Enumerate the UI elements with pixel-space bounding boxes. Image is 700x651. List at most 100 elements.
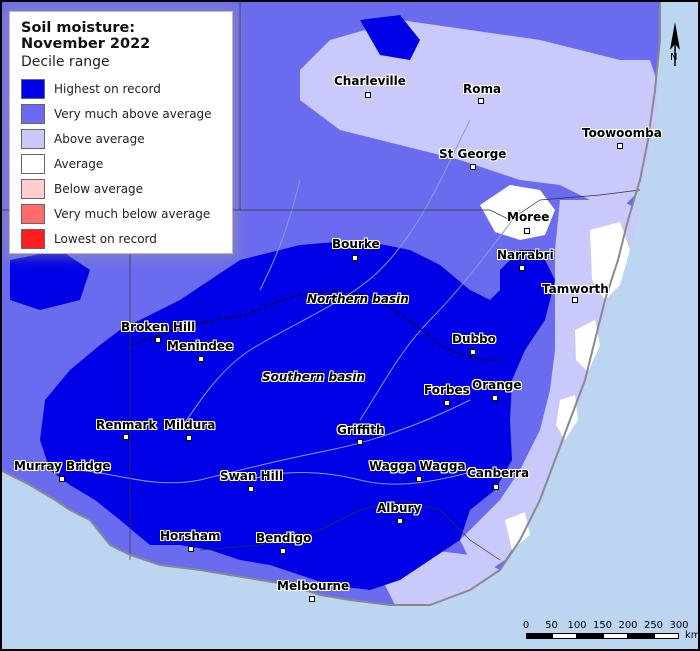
- town-label: Toowoomba: [582, 126, 662, 140]
- town-label: Swan Hill: [220, 469, 283, 483]
- legend-swatch: [21, 103, 45, 124]
- town-dot-icon: [519, 265, 525, 271]
- town-dot-icon: [352, 255, 358, 261]
- legend: Soil moisture: November 2022 Decile rang…: [9, 11, 233, 254]
- legend-swatch: [21, 78, 45, 99]
- town-dot-icon: [198, 356, 204, 362]
- town-dot-icon: [186, 435, 192, 441]
- basin-label: Southern basin: [262, 370, 365, 384]
- map-title: Soil moisture: November 2022: [21, 20, 151, 52]
- land-region-above-east: [460, 200, 640, 570]
- scale-bar: km 0 50 100 150 200 250 300: [520, 620, 700, 644]
- legend-row: Average: [21, 151, 222, 176]
- town-dot-icon: [188, 546, 194, 552]
- scale-unit: km: [685, 630, 700, 641]
- legend-subtitle: Decile range: [21, 54, 110, 70]
- legend-row: Very much above average: [21, 101, 222, 126]
- land-region-average-5: [505, 512, 530, 550]
- basin-label: Northern basin: [307, 292, 409, 306]
- town-dot-icon: [470, 349, 476, 355]
- town-dot-icon: [280, 548, 286, 554]
- town-label: Moree: [507, 210, 550, 224]
- town-dot-icon: [416, 476, 422, 482]
- legend-label: Below average: [54, 181, 144, 196]
- town-label: Griffith: [337, 423, 385, 437]
- legend-row: Lowest on record: [21, 226, 222, 251]
- town-dot-icon: [248, 486, 254, 492]
- scale-segment: [577, 633, 603, 639]
- legend-label: Average: [54, 156, 104, 171]
- town-label: Roma: [463, 82, 502, 96]
- town-label: Wagga Wagga: [369, 459, 466, 473]
- land-region-average-2: [590, 222, 630, 300]
- town-dot-icon: [444, 400, 450, 406]
- town-dot-icon: [123, 434, 129, 440]
- legend-swatch: [21, 128, 45, 149]
- legend-label: Lowest on record: [54, 231, 157, 246]
- coastline: [0, 0, 661, 606]
- scale-segment: [551, 633, 577, 639]
- north-arrow-icon: [670, 22, 680, 66]
- town-dot-icon: [493, 484, 499, 490]
- scale-segment: [653, 633, 679, 639]
- land-region-highest-west: [10, 250, 90, 310]
- town-label: St George: [439, 147, 507, 161]
- scale-tick-label: 100: [567, 620, 587, 631]
- land-region-highest-north: [360, 15, 420, 60]
- scale-tick-label: 250: [643, 620, 664, 631]
- town-label: Tamworth: [542, 282, 609, 296]
- town-label: Broken Hill: [121, 320, 196, 334]
- town-dot-icon: [309, 596, 315, 602]
- town-dot-icon: [572, 297, 578, 303]
- town-label: Albury: [377, 501, 422, 515]
- town-dot-icon: [397, 518, 403, 524]
- legend-row: Highest on record: [21, 76, 222, 101]
- legend-items: Highest on record Very much above average…: [21, 76, 222, 251]
- town-dot-icon: [617, 143, 623, 149]
- state-borders: [0, 0, 641, 561]
- town-dot-icon: [492, 395, 498, 401]
- town-dot-icon: [155, 337, 161, 343]
- legend-swatch: [21, 203, 45, 224]
- legend-swatch: [21, 153, 45, 174]
- legend-swatch: [21, 228, 45, 249]
- town-dot-icon: [524, 228, 530, 234]
- town-label: Renmark: [96, 418, 157, 432]
- scale-tick-label: 0: [522, 620, 530, 631]
- scale-segment: [628, 633, 654, 639]
- scale-tick-label: 300: [669, 620, 689, 631]
- town-label: Bourke: [332, 237, 380, 251]
- town-label: Melbourne: [277, 579, 350, 593]
- town-label: Charleville: [334, 74, 406, 88]
- town-label: Orange: [472, 378, 522, 392]
- town-label: Dubbo: [452, 332, 496, 346]
- town-label: Canberra: [467, 466, 530, 480]
- scale-tick-label: 150: [592, 620, 613, 631]
- legend-label: Very much below average: [54, 206, 211, 221]
- town-label: Menindee: [167, 339, 234, 353]
- land-region-highest: [40, 240, 555, 590]
- town-label: Narrabri: [497, 248, 554, 262]
- town-dot-icon: [357, 439, 363, 445]
- north-letter: N: [670, 52, 678, 63]
- town-dot-icon: [470, 164, 476, 170]
- scale-segment: [526, 633, 552, 639]
- legend-row: Above average: [21, 126, 222, 151]
- scale-segment: [602, 633, 628, 639]
- town-label: Mildura: [164, 418, 216, 432]
- scale-tick-label: 200: [618, 620, 638, 631]
- legend-label: Highest on record: [54, 81, 161, 96]
- town-dot-icon: [478, 98, 484, 104]
- land-region-above-north: [300, 20, 660, 210]
- legend-row: Below average: [21, 176, 222, 201]
- basin-boundary: [129, 289, 501, 361]
- legend-row: Very much below average: [21, 201, 222, 226]
- land-region-average-3: [575, 320, 600, 372]
- legend-label: Above average: [54, 131, 145, 146]
- town-label: Horsham: [160, 529, 221, 543]
- town-label: Bendigo: [256, 531, 312, 545]
- town-label: Forbes: [424, 383, 470, 397]
- land-region-average-4: [556, 395, 578, 440]
- rivers: [69, 119, 521, 485]
